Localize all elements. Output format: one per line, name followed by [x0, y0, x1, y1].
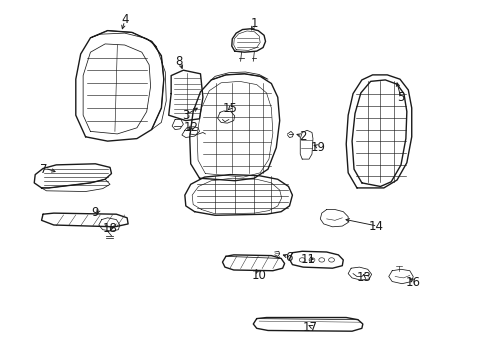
Text: 12: 12 [183, 121, 198, 134]
Text: 19: 19 [310, 141, 325, 154]
Text: 10: 10 [251, 269, 266, 282]
Text: 16: 16 [405, 276, 420, 289]
Text: 6: 6 [284, 251, 292, 264]
Text: 11: 11 [300, 253, 315, 266]
Text: 14: 14 [368, 220, 383, 233]
Text: 18: 18 [102, 222, 117, 235]
Text: 9: 9 [91, 206, 99, 219]
Text: 5: 5 [396, 91, 404, 104]
Text: 4: 4 [121, 13, 128, 26]
Text: 13: 13 [356, 271, 371, 284]
Text: 3: 3 [182, 109, 189, 122]
Text: 2: 2 [299, 130, 306, 143]
Text: 7: 7 [40, 163, 48, 176]
Text: 1: 1 [250, 17, 258, 30]
Text: 8: 8 [174, 55, 182, 68]
Text: 15: 15 [222, 102, 237, 114]
Text: 17: 17 [303, 321, 317, 334]
